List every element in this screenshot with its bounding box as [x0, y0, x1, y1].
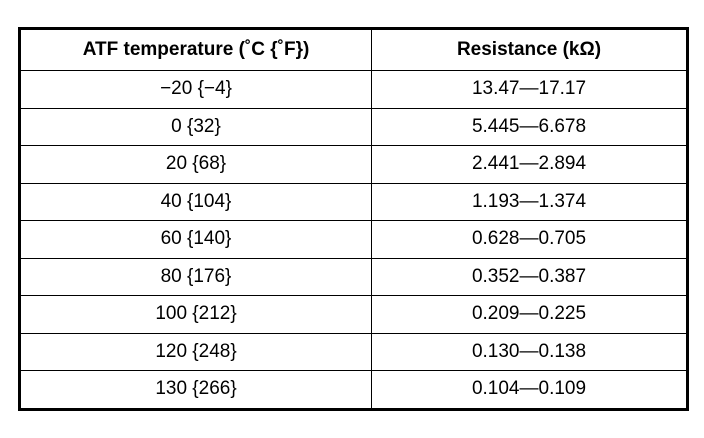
- table-cell: 0.130—0.138: [371, 332, 688, 371]
- table-row: 0 {32} 5.445—6.678: [19, 107, 688, 146]
- table-cell: 13.47—17.17: [371, 70, 688, 109]
- header-cell: Resistance (kΩ): [371, 28, 688, 71]
- header-cell: ATF temperature (˚C {˚F}): [19, 28, 372, 71]
- table-row: 60 {140} 0.628—0.705: [19, 220, 688, 259]
- table-row: 100 {212} 0.209—0.225: [19, 295, 688, 334]
- table-cell: 100 {212}: [19, 295, 372, 334]
- table-row: 130 {266} 0.104—0.109: [19, 370, 688, 410]
- table-row: 40 {104} 1.193—1.374: [19, 182, 688, 221]
- table-header: ATF temperature (˚C {˚F}) Resistance (kΩ…: [19, 28, 688, 71]
- header-row: ATF temperature (˚C {˚F}) Resistance (kΩ…: [19, 28, 688, 71]
- table-row: 80 {176} 0.352—0.387: [19, 257, 688, 296]
- table-cell: 0.104—0.109: [371, 370, 688, 410]
- table-row: 120 {248} 0.130—0.138: [19, 332, 688, 371]
- table-cell: 5.445—6.678: [371, 107, 688, 146]
- table-cell: 0.628—0.705: [371, 220, 688, 259]
- table-cell: 1.193—1.374: [371, 182, 688, 221]
- table-cell: −20 {−4}: [19, 70, 372, 109]
- table-cell: 130 {266}: [19, 370, 372, 410]
- table-cell: 60 {140}: [19, 220, 372, 259]
- table-cell: 40 {104}: [19, 182, 372, 221]
- table-row: 20 {68} 2.441—2.894: [19, 145, 688, 184]
- table-cell: 120 {248}: [19, 332, 372, 371]
- table-cell: 2.441—2.894: [371, 145, 688, 184]
- table-cell: 0 {32}: [19, 107, 372, 146]
- table-cell: 0.209—0.225: [371, 295, 688, 334]
- table-cell: 0.352—0.387: [371, 257, 688, 296]
- table-cell: 80 {176}: [19, 257, 372, 296]
- resistance-table: ATF temperature (˚C {˚F}) Resistance (kΩ…: [18, 27, 689, 411]
- table-row: −20 {−4} 13.47—17.17: [19, 70, 688, 109]
- table-body: −20 {−4} 13.47—17.17 0 {32} 5.445—6.678 20 {…: [19, 70, 688, 410]
- table-cell: 20 {68}: [19, 145, 372, 184]
